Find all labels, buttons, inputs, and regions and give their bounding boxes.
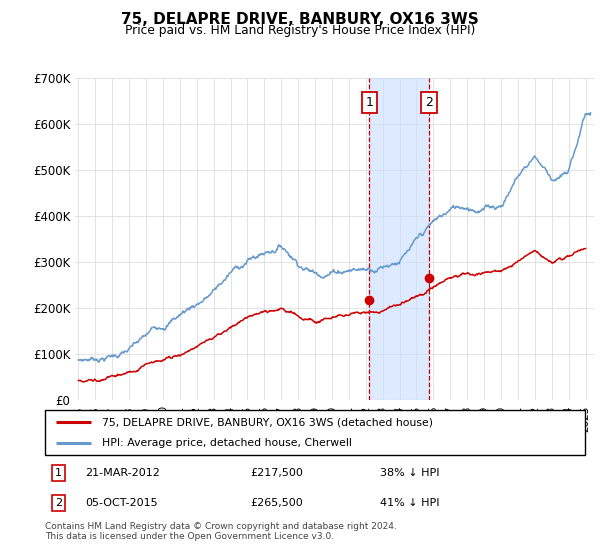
Text: 75, DELAPRE DRIVE, BANBURY, OX16 3WS: 75, DELAPRE DRIVE, BANBURY, OX16 3WS — [121, 12, 479, 27]
Text: 41% ↓ HPI: 41% ↓ HPI — [380, 498, 439, 508]
Text: 2: 2 — [55, 498, 62, 508]
Text: Price paid vs. HM Land Registry's House Price Index (HPI): Price paid vs. HM Land Registry's House … — [125, 24, 475, 36]
Text: 1: 1 — [55, 468, 62, 478]
Text: 38% ↓ HPI: 38% ↓ HPI — [380, 468, 439, 478]
Text: Contains HM Land Registry data © Crown copyright and database right 2024.
This d: Contains HM Land Registry data © Crown c… — [45, 522, 397, 542]
Text: 05-OCT-2015: 05-OCT-2015 — [86, 498, 158, 508]
Text: 2: 2 — [425, 96, 433, 109]
Text: 75, DELAPRE DRIVE, BANBURY, OX16 3WS (detached house): 75, DELAPRE DRIVE, BANBURY, OX16 3WS (de… — [101, 417, 433, 427]
Text: £217,500: £217,500 — [250, 468, 303, 478]
Text: £265,500: £265,500 — [250, 498, 303, 508]
Bar — [370, 78, 429, 400]
Text: 21-MAR-2012: 21-MAR-2012 — [86, 468, 160, 478]
Text: HPI: Average price, detached house, Cherwell: HPI: Average price, detached house, Cher… — [101, 437, 352, 447]
FancyBboxPatch shape — [45, 410, 585, 455]
Text: 1: 1 — [365, 96, 373, 109]
